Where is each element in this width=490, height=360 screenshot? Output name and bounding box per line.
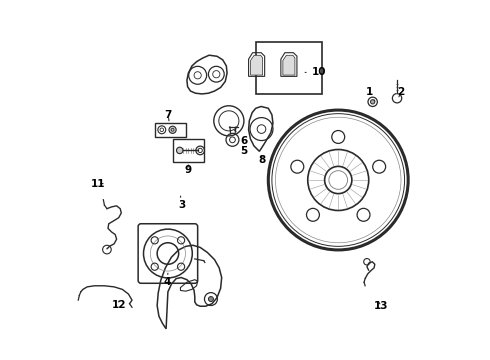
Text: 1: 1 bbox=[366, 87, 375, 101]
Text: 3: 3 bbox=[179, 196, 186, 210]
Polygon shape bbox=[283, 55, 295, 75]
Text: 13: 13 bbox=[374, 301, 389, 311]
Bar bbox=[173, 139, 204, 162]
Text: 12: 12 bbox=[112, 300, 126, 310]
Polygon shape bbox=[250, 55, 263, 75]
Circle shape bbox=[176, 147, 183, 154]
Text: 6: 6 bbox=[234, 130, 248, 145]
Circle shape bbox=[169, 126, 176, 134]
Text: 2: 2 bbox=[397, 87, 405, 97]
Bar bbox=[155, 123, 186, 137]
Bar bbox=[256, 42, 322, 94]
Text: 10: 10 bbox=[305, 67, 326, 77]
Circle shape bbox=[208, 297, 214, 302]
Circle shape bbox=[370, 100, 375, 104]
Text: 8: 8 bbox=[259, 155, 266, 165]
Text: 9: 9 bbox=[184, 165, 191, 175]
Text: 5: 5 bbox=[241, 146, 248, 156]
Text: 7: 7 bbox=[165, 111, 172, 121]
Text: 11: 11 bbox=[91, 179, 105, 189]
Text: 4: 4 bbox=[163, 273, 171, 287]
